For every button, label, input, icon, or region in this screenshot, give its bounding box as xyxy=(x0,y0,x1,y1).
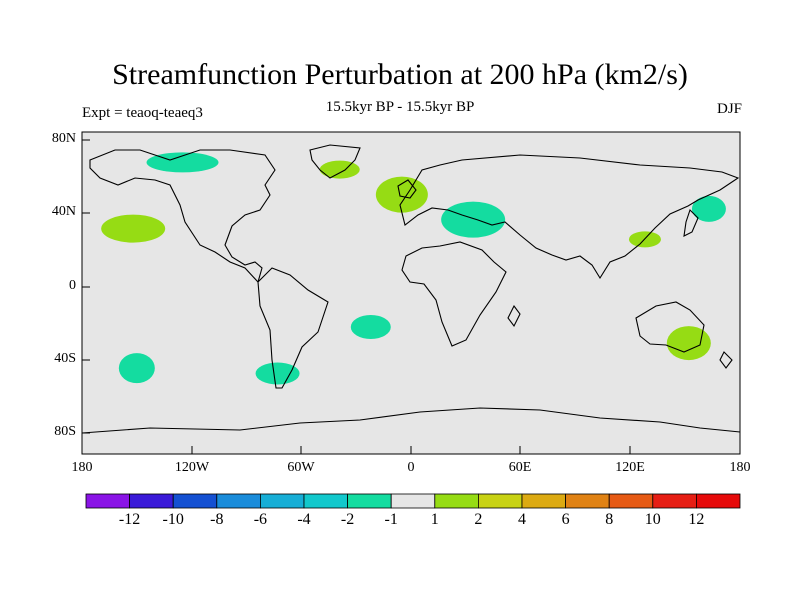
africa-coast xyxy=(401,241,507,347)
coastlines xyxy=(81,144,741,434)
colorbar-label: 1 xyxy=(430,511,439,528)
x-label-0: 0 xyxy=(407,460,415,475)
colorbar-label: 12 xyxy=(688,511,705,528)
colorbar-swatch xyxy=(696,493,741,509)
colorbar-swatch xyxy=(434,493,479,509)
colorbar-swatch xyxy=(652,493,697,509)
anomaly-australia-positive xyxy=(666,326,711,361)
colorbar-swatch xyxy=(172,493,218,509)
colorbar-swatch xyxy=(565,493,610,509)
colorbar-label: -1 xyxy=(384,511,398,528)
colorbar-swatch xyxy=(216,493,261,509)
colorbar-label: 2 xyxy=(474,511,483,528)
antarctica-coast xyxy=(81,407,741,434)
anomaly-mediterranean-negative xyxy=(441,201,506,238)
australia-coast xyxy=(635,301,705,353)
colorbar-label: 4 xyxy=(518,511,526,528)
colorbar-swatch xyxy=(259,493,305,509)
anomaly-patagonia-negative xyxy=(255,362,300,385)
colorbar-swatch xyxy=(303,493,348,509)
madagascar-coast xyxy=(507,304,521,328)
season-label: DJF xyxy=(716,101,742,117)
y-label-0: 0 xyxy=(69,278,76,293)
south-america-coast xyxy=(257,267,329,389)
anomaly-atlantic-south-negative xyxy=(350,314,391,339)
japan-coast xyxy=(683,208,699,237)
y-label-80s: 80S xyxy=(54,424,76,439)
north-america-coast xyxy=(89,149,276,284)
axis-ticks xyxy=(81,139,741,454)
x-label-60w: 60W xyxy=(287,460,315,475)
colorbar-swatch xyxy=(521,493,566,509)
anomaly-pacific-positive xyxy=(101,214,166,243)
colorbar-label: -10 xyxy=(162,511,184,528)
x-label-60e: 60E xyxy=(508,460,532,475)
greenland-coast xyxy=(309,144,361,179)
colorbar-swatch xyxy=(608,493,654,509)
x-label-120e: 120E xyxy=(615,460,645,475)
new-zealand-coast xyxy=(719,351,733,369)
x-label-180w: 180 xyxy=(71,460,93,475)
plot-title: Streamfunction Perturbation at 200 hPa (… xyxy=(112,58,688,91)
x-label-120w: 120W xyxy=(174,460,210,475)
colorbar-swatch xyxy=(129,493,174,509)
y-label-40n: 40N xyxy=(51,204,76,219)
anomaly-south-pacific-negative xyxy=(118,353,155,384)
british-isles-coast xyxy=(397,179,417,199)
colorbar-label: 10 xyxy=(644,511,661,528)
colorbar-label: -2 xyxy=(340,511,355,528)
x-label-180e: 180 xyxy=(729,460,751,475)
anomaly-north-canada-negative xyxy=(146,152,219,173)
anomaly-europe-positive xyxy=(375,176,428,213)
colorbar-label: -12 xyxy=(118,511,141,528)
colorbar-swatch xyxy=(390,493,436,509)
colorbar-label: -8 xyxy=(210,511,224,528)
colorbar-label: -6 xyxy=(253,511,268,528)
colorbar-swatch xyxy=(85,493,130,509)
experiment-label: Expt = teaoq-teaeq3 xyxy=(82,105,203,121)
anomaly-greenland-positive xyxy=(319,160,360,179)
y-label-40s: 40S xyxy=(54,351,76,366)
y-label-80n: 80N xyxy=(51,131,76,146)
eurasia-coast xyxy=(399,154,740,280)
colorbar-label: 6 xyxy=(561,511,570,528)
colorbar-swatch xyxy=(477,493,523,509)
colorbar-swatch xyxy=(347,493,392,509)
colorbar-label: 8 xyxy=(605,511,614,528)
anomaly-japan-east-negative xyxy=(691,195,726,222)
colorbar xyxy=(85,493,741,509)
colorbar-label: -4 xyxy=(297,511,311,528)
plot-subtitle: 15.5kyr BP - 15.5kyr BP xyxy=(325,99,475,115)
